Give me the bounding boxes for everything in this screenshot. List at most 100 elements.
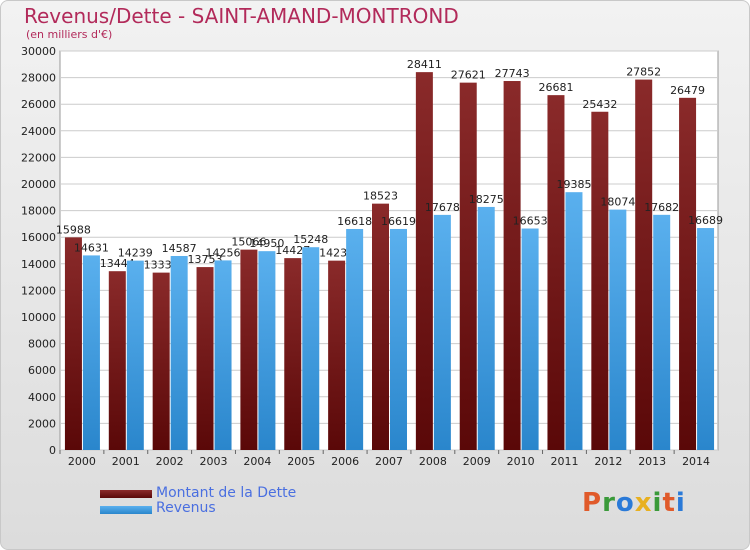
y-tick-label: 4000 (28, 391, 56, 404)
x-tick-label: 2008 (419, 455, 447, 468)
chart-subtitle: (en milliers d'€) (26, 28, 113, 41)
chart-title: Revenus/Dette - SAINT-AMAND-MONTROND (24, 4, 459, 28)
y-tick-label: 14000 (21, 258, 56, 271)
data-label: 14239 (118, 247, 153, 260)
bar-dette (240, 249, 258, 450)
x-tick-label: 2006 (331, 455, 359, 468)
x-tick-label: 2010 (507, 455, 535, 468)
y-tick-label: 12000 (21, 284, 56, 297)
bar-revenus (697, 228, 715, 450)
data-label: 16618 (337, 215, 372, 228)
bar-revenus (653, 214, 671, 450)
bar-dette (635, 79, 653, 451)
data-label: 18074 (600, 196, 635, 209)
bar-revenus (126, 260, 144, 450)
bar-dette (503, 81, 521, 450)
data-label: 26681 (538, 81, 573, 94)
data-label: 15248 (293, 233, 328, 246)
x-tick-label: 2014 (682, 455, 710, 468)
y-tick-label: 16000 (21, 231, 56, 244)
bar-revenus (302, 247, 320, 450)
logo-letter: x (634, 488, 653, 518)
bar-dette (459, 82, 477, 451)
data-label: 16689 (688, 214, 723, 227)
bar-dette (152, 272, 170, 450)
x-tick-label: 2007 (375, 455, 403, 468)
bar-revenus (390, 228, 407, 450)
x-tick-label: 2001 (112, 455, 140, 468)
y-tick-label: 18000 (21, 205, 56, 218)
y-tick-label: 30000 (21, 45, 56, 58)
data-label: 14950 (249, 237, 284, 250)
data-label: 14631 (74, 241, 109, 254)
bar-revenus (258, 251, 276, 450)
bar-revenus (170, 255, 188, 450)
bar-dette (328, 260, 346, 450)
logo-letter: i (652, 488, 663, 518)
bar-dette (591, 111, 609, 451)
data-label: 16653 (513, 215, 548, 228)
data-label: 17682 (644, 201, 679, 214)
y-tick-label: 22000 (21, 151, 56, 164)
y-tick-label: 24000 (21, 125, 56, 138)
data-label: 15066 (231, 236, 266, 249)
bar-dette (284, 258, 302, 450)
bar-revenus (214, 260, 232, 450)
bar-revenus (82, 255, 100, 450)
data-label: 27743 (495, 67, 530, 80)
data-label: 13444 (100, 257, 135, 270)
data-label: 14427 (275, 244, 310, 257)
y-tick-label: 28000 (21, 72, 56, 85)
y-tick-label: 2000 (28, 417, 56, 430)
legend-label-dette: Montant de la Dette (156, 485, 297, 501)
data-label: 18275 (469, 193, 504, 206)
data-label: 25432 (582, 98, 617, 111)
bar-revenus (521, 228, 539, 450)
y-tick-label: 26000 (21, 98, 56, 111)
data-label: 27852 (626, 66, 661, 79)
data-label: 13753 (188, 253, 223, 266)
data-label: 26479 (670, 84, 705, 97)
bar-revenus (433, 214, 451, 450)
data-label: 13337 (144, 259, 179, 272)
y-tick-label: 8000 (28, 338, 56, 351)
data-label: 28411 (407, 58, 442, 71)
bar-dette (64, 237, 82, 450)
y-tick-label: 20000 (21, 178, 56, 191)
data-label: 14256 (206, 246, 241, 259)
logo-letter: i (675, 488, 686, 518)
y-tick-label: 10000 (21, 311, 56, 324)
y-tick-label: 6000 (28, 364, 56, 377)
logo-letter: o (615, 488, 635, 518)
data-label: 19385 (556, 178, 591, 191)
proxiti-logo: Proxiti (582, 488, 686, 518)
data-label: 27621 (451, 69, 486, 82)
data-label: 17678 (425, 201, 460, 214)
bar-revenus (565, 192, 583, 450)
bar-dette (415, 72, 433, 450)
x-tick-label: 2003 (200, 455, 228, 468)
logo-letter: P (582, 488, 603, 518)
bar-dette (679, 97, 697, 451)
y-tick-label: 0 (49, 444, 56, 457)
x-tick-label: 2002 (156, 455, 184, 468)
bar-revenus (609, 209, 627, 450)
bar-dette (372, 203, 389, 450)
legend-swatch-dette (100, 490, 152, 498)
data-label: 14237 (319, 247, 354, 260)
data-label: 14587 (162, 242, 197, 255)
bar-dette (547, 95, 565, 450)
x-tick-label: 2009 (463, 455, 491, 468)
legend-swatch-revenus (100, 506, 152, 514)
x-tick-label: 2000 (68, 455, 96, 468)
data-label: 18523 (363, 190, 398, 203)
x-tick-label: 2005 (287, 455, 315, 468)
bar-revenus (346, 228, 364, 450)
data-label: 16619 (381, 215, 416, 228)
legend-label-revenus: Revenus (156, 500, 216, 516)
data-label: 15988 (56, 223, 91, 236)
bar-dette (108, 271, 126, 450)
logo-letter: t (662, 488, 676, 518)
x-tick-label: 2013 (638, 455, 666, 468)
